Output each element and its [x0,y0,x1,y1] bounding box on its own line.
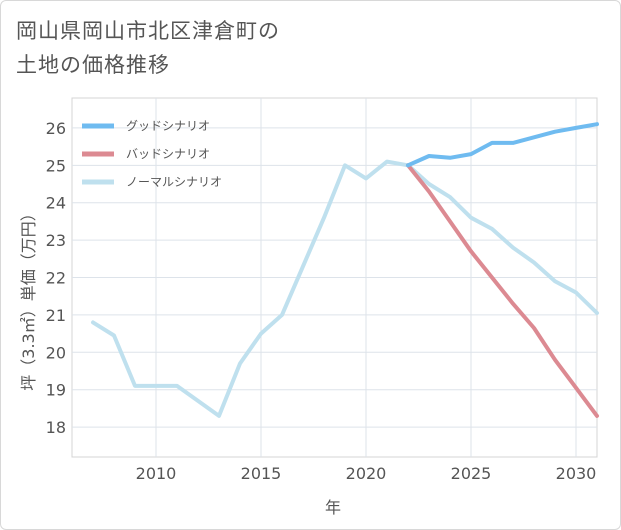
y-tick-label: 20 [46,343,66,362]
title-line-2: 土地の価格推移 [16,53,170,77]
x-tick-label: 2010 [136,464,177,483]
legend-label: バッドシナリオ [126,147,210,161]
grid-lines [72,98,597,457]
series-layer [91,122,599,418]
y-tick-label: 21 [46,306,66,325]
series-line-1 [406,163,599,418]
y-tick-label: 18 [46,418,66,437]
y-tick-label: 19 [46,381,66,400]
x-tick-label: 2015 [241,464,282,483]
x-axis-label: 年 [325,498,341,517]
chart-title: 岡山県岡山市北区津倉町の 土地の価格推移 [16,14,436,82]
tick-labels: 18 19 20 21 22 23 24 25 26 2010 2015 2020 2025 2030 [46,119,597,483]
y-axis-label: 坪（3.3㎡）単価（万円） [19,205,38,390]
legend-label: ノーマルシナリオ [126,175,222,189]
y-tick-label: 24 [46,194,66,213]
x-tick-label: 2025 [451,464,492,483]
y-tick-label: 22 [46,269,66,288]
x-tick-label: 2030 [556,464,597,483]
title-line-1: 岡山県岡山市北区津倉町の [16,19,280,43]
legend-label: グッドシナリオ [126,119,210,133]
y-tick-label: 23 [46,231,66,250]
series-line-0 [406,122,599,168]
series-line-2 [91,159,599,418]
x-tick-label: 2020 [346,464,387,483]
y-tick-label: 25 [46,156,66,175]
y-tick-label: 26 [46,119,66,138]
